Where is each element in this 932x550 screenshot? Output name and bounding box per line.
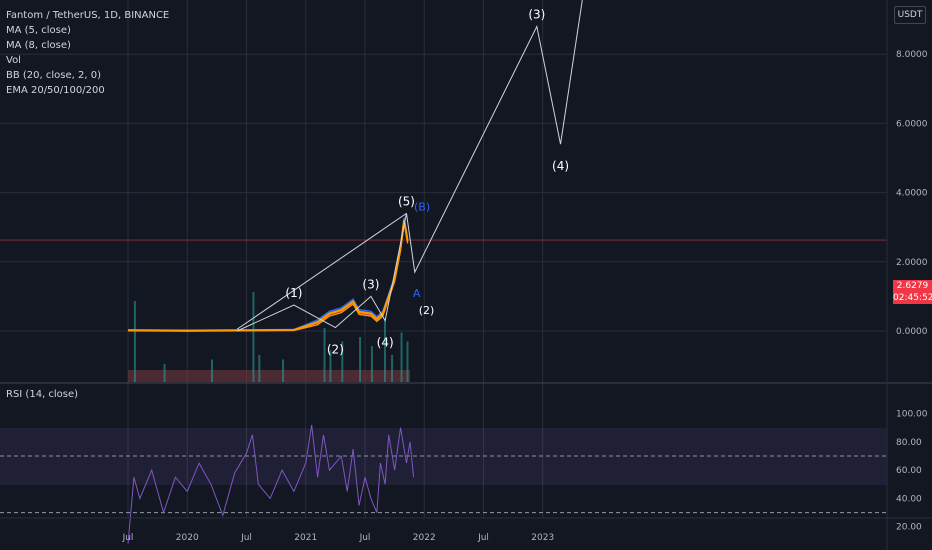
- indicator-legend: Fantom / TetherUS, 1D, BINANCE MA (5, cl…: [6, 8, 169, 98]
- currency-label[interactable]: USDT: [894, 6, 926, 24]
- wave-label: (5): [398, 194, 415, 208]
- price-series: [127, 217, 409, 332]
- wave-label: (4): [552, 159, 569, 173]
- volume-bar: [370, 346, 373, 382]
- indicator-bb[interactable]: BB (20, close, 2, 0): [6, 70, 101, 81]
- price-line: [127, 220, 409, 332]
- indicator-ma5[interactable]: MA (5, close): [6, 25, 71, 36]
- wave-label: (4): [377, 336, 394, 350]
- grid-lines: [0, 0, 887, 518]
- symbol-title[interactable]: Fantom / TetherUS, 1D, BINANCE: [6, 10, 170, 21]
- indicator-vol[interactable]: Vol: [6, 55, 21, 66]
- time-tick-label: 2022: [413, 533, 436, 543]
- volume-bar: [210, 359, 213, 382]
- time-tick-label: Jul: [359, 533, 371, 543]
- volume-bar: [163, 364, 166, 382]
- volume-bar: [258, 355, 261, 382]
- volume-bar: [400, 332, 403, 382]
- volume-bar: [359, 337, 362, 382]
- price-tick-label: 2.0000: [896, 258, 928, 268]
- volume-bar: [341, 341, 344, 382]
- rsi-tick-label: 80.00: [896, 438, 922, 448]
- indicator-ema[interactable]: EMA 20/50/100/200: [6, 85, 105, 96]
- volume-bar: [282, 359, 285, 382]
- volume-bar: [133, 301, 136, 382]
- corrective-wave-label: A: [413, 287, 421, 300]
- time-tick-label: Jul: [122, 533, 134, 543]
- price-axis[interactable]: 0.0000 2.0000 4.0000 6.0000 8.0000: [896, 50, 928, 337]
- volume-bars: [128, 292, 411, 382]
- price-tick-label: 4.0000: [896, 189, 928, 199]
- rsi-axis[interactable]: 20.00 40.00 60.00 80.00 100.00: [896, 410, 928, 533]
- price-tick-label: 8.0000: [896, 50, 928, 60]
- volume-bar: [383, 319, 386, 382]
- corrective-wave-label: (B): [414, 200, 430, 213]
- time-tick-label: 2021: [294, 533, 317, 543]
- rsi-title[interactable]: RSI (14, close): [6, 389, 79, 400]
- wave-label: (2): [327, 343, 344, 357]
- wave-label: (3): [528, 8, 545, 22]
- time-axis[interactable]: Jul 2020 Jul 2021 Jul 2022 Jul 2023: [122, 533, 555, 543]
- price-tick-label: 0.0000: [896, 327, 928, 337]
- time-tick-label: 2020: [176, 533, 199, 543]
- volume-bar: [329, 350, 332, 382]
- volume-bar: [252, 292, 255, 382]
- wave-label: (1): [285, 286, 302, 300]
- impulse-line: [236, 212, 407, 330]
- indicator-ma8[interactable]: MA (8, close): [6, 40, 71, 51]
- rsi-tick-label: 40.00: [896, 494, 922, 504]
- wave-path: [236, 0, 583, 332]
- rsi-band: [0, 428, 887, 485]
- price-tick-label: 6.0000: [896, 119, 928, 129]
- time-tick-label: Jul: [240, 533, 252, 543]
- volume-base: [128, 370, 411, 382]
- rsi-tick-label: 20.00: [896, 523, 922, 533]
- rsi-series: [127, 424, 415, 544]
- time-tick-label: 2023: [531, 533, 554, 543]
- volume-bar: [323, 328, 326, 382]
- bar-countdown: 02:45:52: [893, 293, 932, 303]
- wave-label: (3): [362, 277, 379, 291]
- volume-bar: [391, 355, 394, 382]
- time-tick-label: Jul: [477, 533, 489, 543]
- last-price-value: 2.6279: [896, 281, 929, 291]
- last-price-badge: 2.6279 02:45:52: [893, 280, 932, 304]
- wave-projection: (1)(2)(3)(4)(5)(3)(4)(5)(B)A(2): [236, 0, 583, 357]
- volume-bar: [406, 341, 409, 382]
- rsi-line: [127, 424, 415, 544]
- corrective-wave-label: (2): [419, 304, 435, 317]
- rsi-tick-label: 100.00: [896, 410, 928, 420]
- rsi-tick-label: 60.00: [896, 466, 922, 476]
